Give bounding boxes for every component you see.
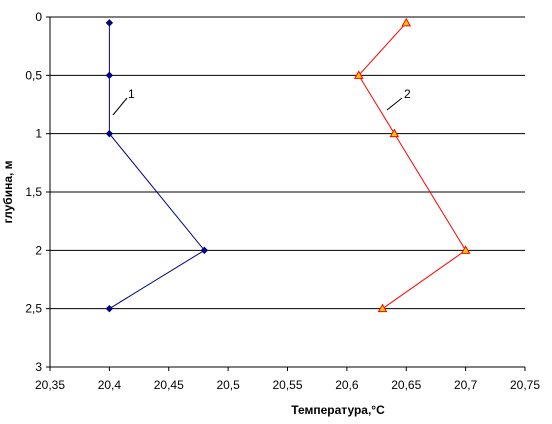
x-tick-label: 20,5 bbox=[216, 378, 240, 392]
marker bbox=[460, 245, 471, 254]
x-tick-label: 20,55 bbox=[272, 378, 302, 392]
y-tick-label: 3 bbox=[35, 360, 42, 374]
x-tick-label: 20,45 bbox=[154, 378, 184, 392]
y-tick-label: 0,5 bbox=[25, 68, 42, 82]
y-tick-label: 2,5 bbox=[25, 302, 42, 316]
x-tick-label: 20,65 bbox=[391, 378, 421, 392]
x-axis-label: Температура,°С bbox=[291, 403, 385, 417]
leader-line bbox=[112, 97, 128, 116]
leader-line bbox=[386, 97, 403, 111]
y-tick-label: 1 bbox=[35, 127, 42, 141]
marker bbox=[105, 129, 114, 138]
marker bbox=[401, 17, 412, 27]
x-tick-label: 20,4 bbox=[98, 378, 122, 392]
marker bbox=[353, 70, 364, 79]
marker bbox=[200, 246, 209, 255]
series-label: 2 bbox=[404, 87, 411, 101]
x-tick-label: 20,6 bbox=[335, 378, 359, 392]
marker bbox=[105, 71, 114, 80]
y-tick-label: 1,5 bbox=[25, 185, 42, 199]
marker bbox=[389, 128, 400, 138]
series-label: 1 bbox=[128, 87, 135, 101]
x-tick-label: 20,35 bbox=[35, 378, 65, 392]
marker bbox=[377, 303, 388, 313]
x-tick-label: 20,7 bbox=[454, 378, 478, 392]
marker bbox=[105, 304, 114, 313]
series-line bbox=[358, 22, 467, 310]
y-axis-label: глубина, м bbox=[1, 160, 15, 223]
y-tick-label: 0 bbox=[35, 10, 42, 24]
y-tick-label: 2 bbox=[35, 243, 42, 257]
x-tick-label: 20,75 bbox=[510, 378, 540, 392]
series-line bbox=[108, 22, 206, 310]
marker bbox=[105, 19, 114, 27]
